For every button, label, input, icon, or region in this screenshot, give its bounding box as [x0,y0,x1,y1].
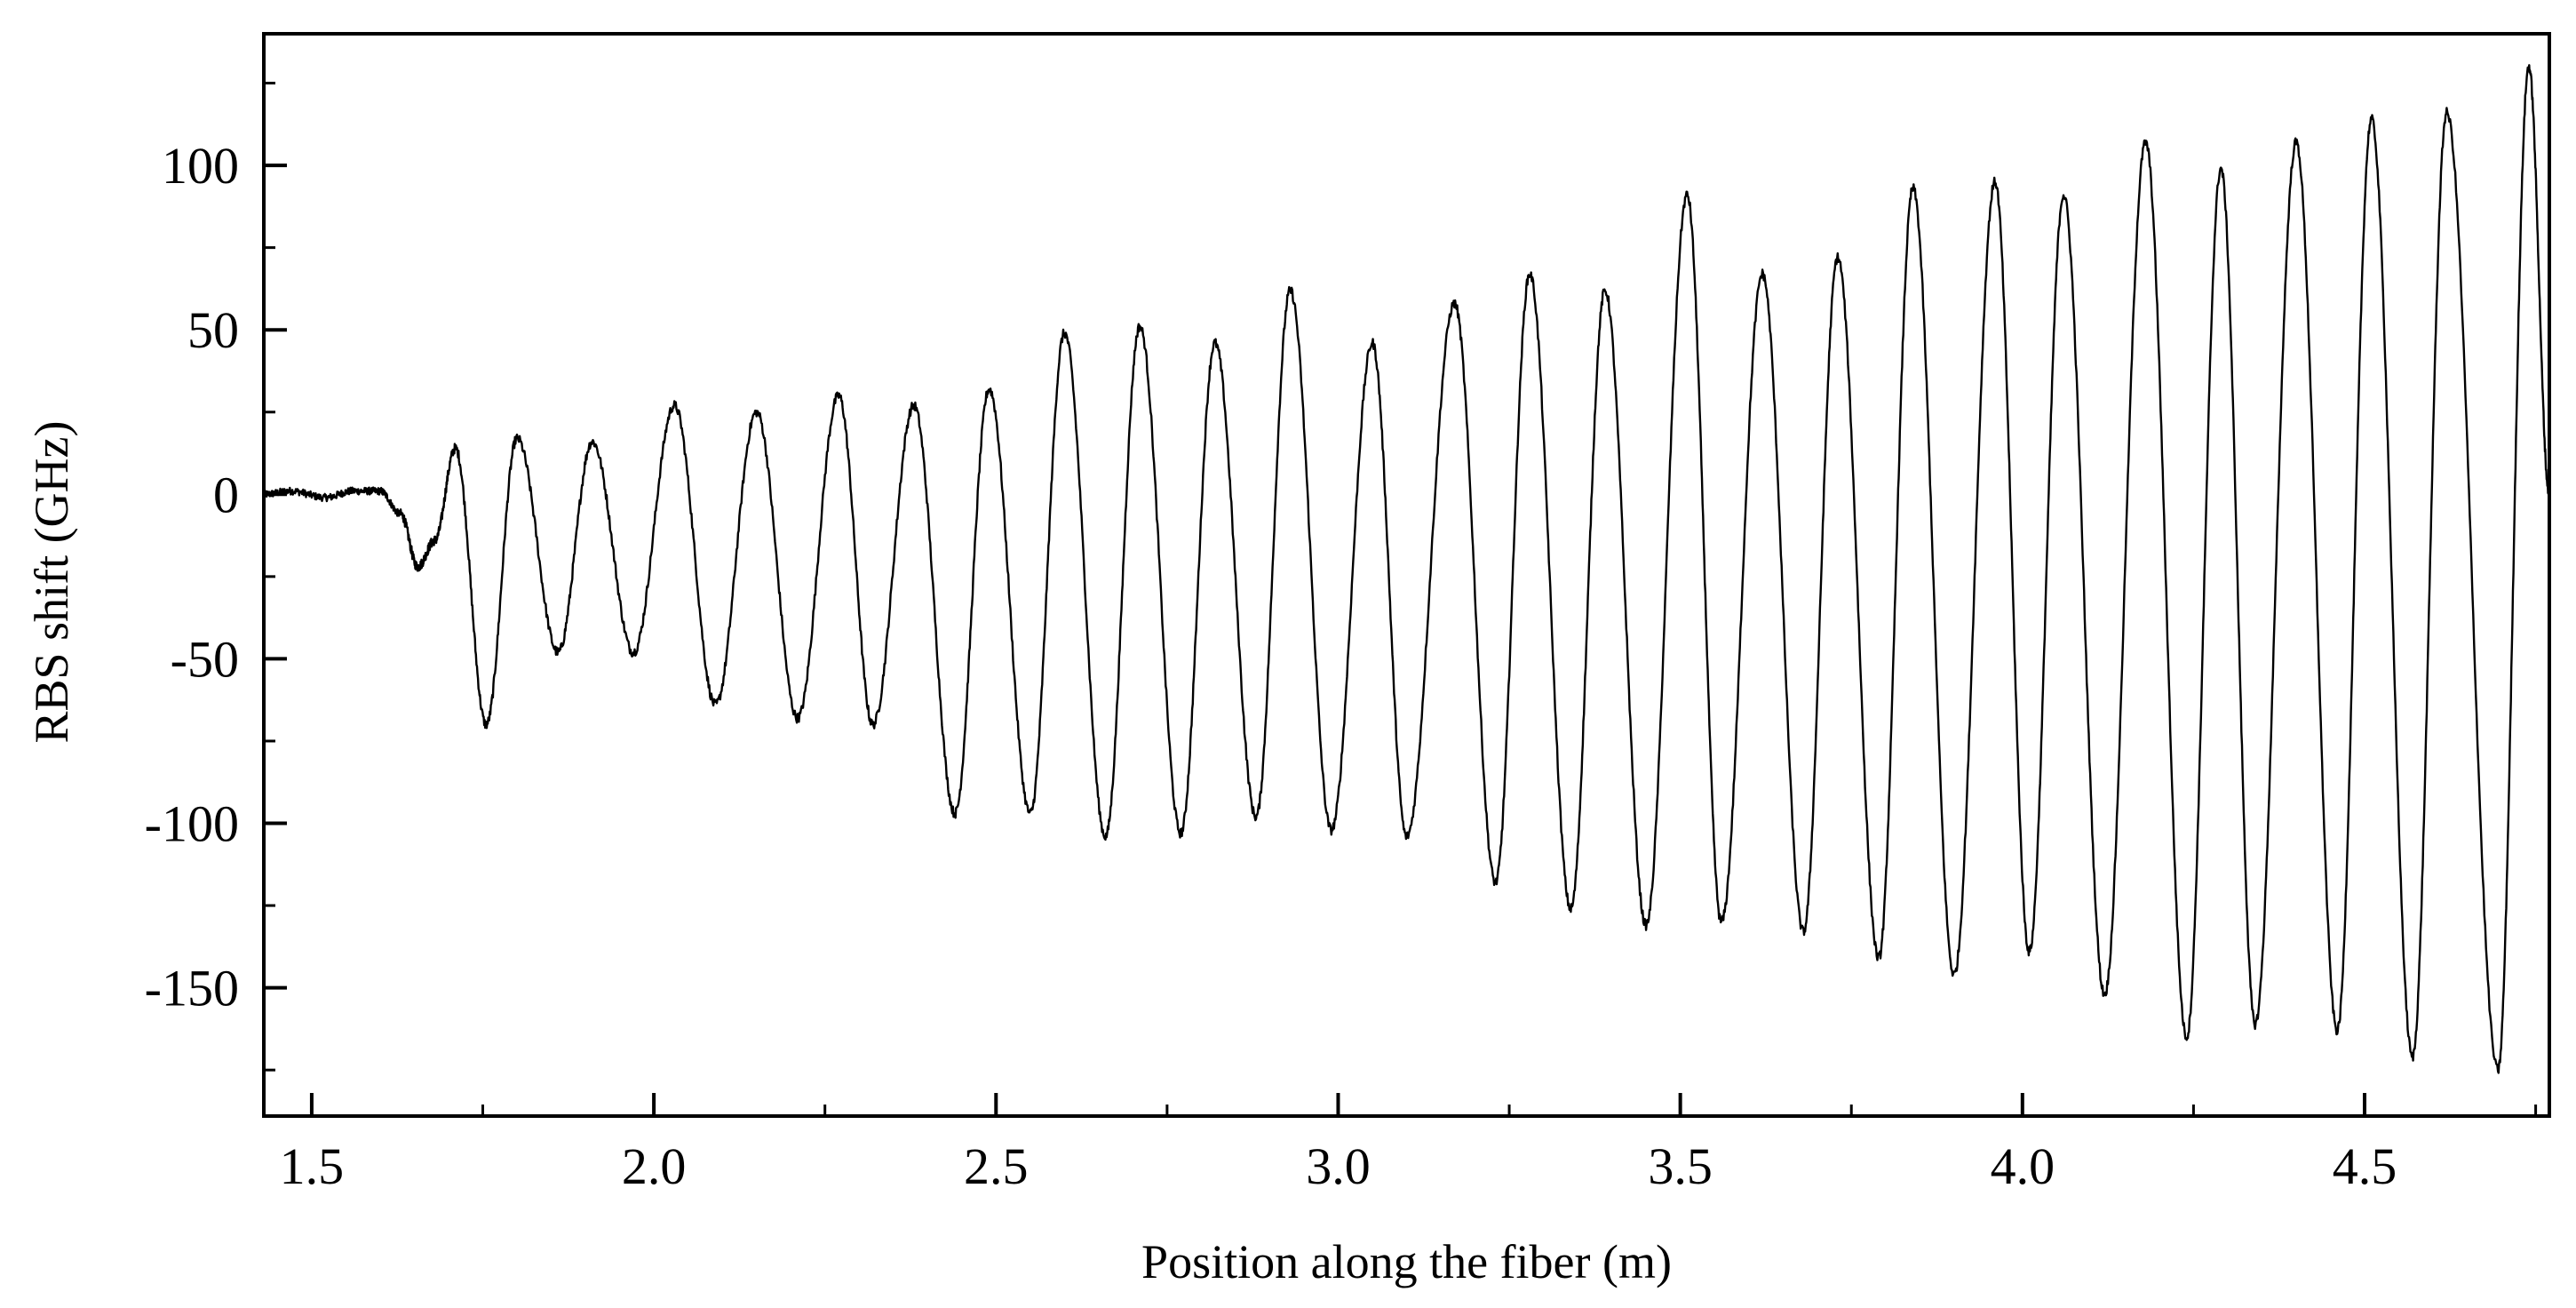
rbs-shift-series-line [264,64,2549,1074]
x-tick-label: 4.0 [1991,1137,2055,1195]
axes: 1.5 2.0 2.5 3.0 3.5 4.0 4.5 100 50 0 -50 -100 -150 [145,82,2538,1195]
x-tick-label: 2.5 [964,1137,1029,1195]
y-tick-label: 100 [162,137,239,195]
x-tick-label: 2.0 [622,1137,687,1195]
x-tick-label: 3.5 [1648,1137,1713,1195]
plot-frame [262,32,2551,1118]
y-tick-label: -50 [171,630,239,688]
y-axis-title: RBS shift (GHz) [25,421,78,744]
y-tick-label: 50 [187,301,239,359]
plot-area [264,64,2549,1074]
x-tick-label: 3.0 [1306,1137,1371,1195]
y-tick-label: -150 [145,960,239,1017]
x-tick-label: 1.5 [280,1137,345,1195]
x-axis-title: Position along the fiber (m) [1141,1235,1672,1288]
y-tick-label: -100 [145,795,239,853]
y-tick-label: 0 [213,466,239,523]
x-tick-label: 4.5 [2333,1137,2397,1195]
